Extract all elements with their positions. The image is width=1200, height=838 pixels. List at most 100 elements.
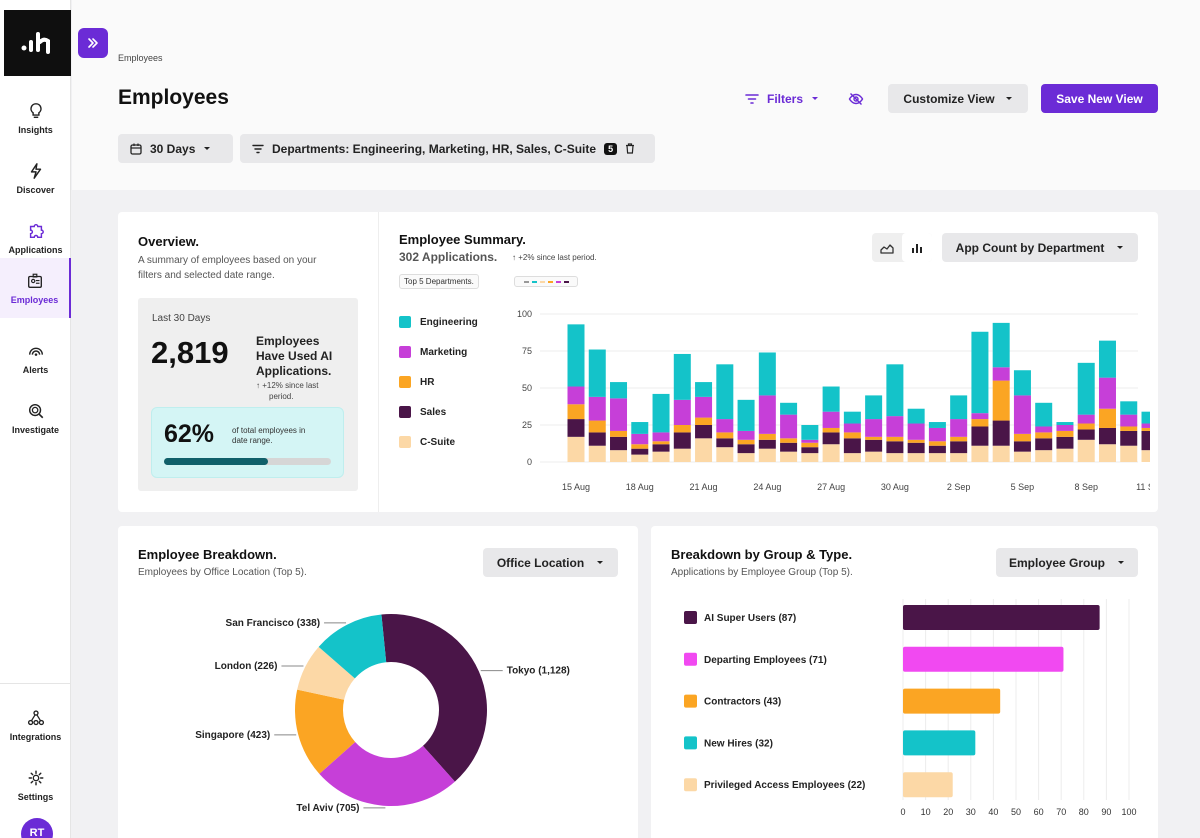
bar-segment — [886, 436, 904, 442]
bar-segment — [907, 408, 925, 424]
card-divider — [378, 212, 379, 512]
save-new-view-button[interactable]: Save New View — [1041, 84, 1158, 113]
sidebar-item-insights[interactable]: Insights — [0, 88, 71, 148]
date-range-dropdown[interactable]: 30 Days — [118, 134, 233, 163]
office-location-dropdown[interactable]: Office Location — [483, 548, 618, 577]
dot — [563, 280, 569, 283]
sidebar-item-discover[interactable]: Discover — [0, 148, 71, 208]
legend-item-marketing: Marketing — [399, 346, 467, 358]
bar-segment — [588, 432, 606, 446]
bar-segment — [992, 367, 1010, 381]
arrow-up-icon: ↑ — [256, 381, 263, 390]
customize-view-button[interactable]: Customize View — [888, 84, 1028, 113]
bar-segment — [673, 353, 691, 400]
legend-swatch — [684, 652, 697, 666]
bar-segment — [567, 386, 585, 405]
bar-label: New Hires (32) — [704, 738, 773, 749]
filter-lines-icon — [745, 94, 759, 104]
count-label-line: Have Used AI — [256, 349, 333, 363]
percent-value: 62% — [164, 420, 215, 448]
bar-segment — [716, 364, 734, 420]
area-chart-icon — [880, 243, 894, 254]
bar-segment — [1035, 402, 1053, 427]
bar-segment — [907, 423, 925, 440]
bar-segment — [758, 439, 776, 449]
sidebar-item-employees[interactable]: Employees — [0, 258, 71, 318]
departments-filter-pill[interactable]: Departments: Engineering, Marketing, HR,… — [240, 134, 655, 163]
bar-segment — [737, 453, 755, 462]
breakdown-subtitle: Employees by Office Location (Top 5). — [138, 567, 307, 578]
bar-segment — [907, 453, 925, 462]
legend-swatch — [684, 611, 697, 624]
employee-group-dropdown[interactable]: Employee Group — [996, 548, 1138, 577]
sidebar-item-alerts[interactable]: Alerts — [0, 328, 71, 388]
summary-apps: 302 Applications. — [399, 250, 498, 264]
bar-segment — [992, 445, 1010, 462]
caret-down-icon — [204, 146, 211, 150]
filters-button[interactable]: Filters — [745, 88, 819, 110]
bar-segment — [652, 393, 670, 433]
bar-segment — [992, 420, 1010, 446]
bar-segment — [1141, 423, 1150, 428]
bar-segment — [1098, 340, 1116, 378]
area-chart-toggle[interactable] — [872, 233, 902, 262]
bar-segment — [1056, 425, 1074, 431]
bar-segment — [865, 419, 883, 437]
bar — [903, 772, 953, 798]
customize-view-label: Customize View — [903, 91, 995, 106]
avatar-initials: RT — [29, 827, 45, 838]
overview-subtitle: A summary of employees based on your fil… — [138, 253, 316, 283]
bar-segment — [631, 422, 649, 434]
legend-item-sales: Sales — [399, 406, 446, 418]
count-change-line: period. — [269, 392, 294, 401]
sidebar-item-integrations[interactable]: Integrations — [0, 695, 71, 755]
bar-segment — [716, 438, 734, 448]
bar-segment — [1013, 433, 1031, 442]
caret-down-icon — [1118, 560, 1125, 564]
sidebar-item-investigate[interactable]: Investigate — [0, 388, 71, 448]
summary-metric-dropdown[interactable]: App Count by Department — [942, 233, 1138, 262]
logo[interactable] — [4, 10, 71, 76]
avatar[interactable]: RT — [21, 818, 53, 838]
bar-segment — [865, 436, 883, 440]
bar-segment — [652, 432, 670, 442]
bar-segment — [737, 439, 755, 445]
bar-segment — [801, 447, 819, 454]
bar-segment — [1077, 362, 1095, 415]
bar-segment — [716, 432, 734, 439]
bar-segment — [822, 411, 840, 428]
bar-segment — [950, 436, 968, 442]
bar-segment — [758, 448, 776, 462]
sidebar-item-settings[interactable]: Settings — [0, 755, 71, 815]
office-location-label: Office Location — [496, 555, 585, 570]
donut-chart: Tokyo (1,128) Tel Aviv (705) Singapore (42… — [195, 614, 570, 814]
bar-segment — [631, 454, 649, 462]
sidebar-item-applications[interactable]: Applications — [0, 208, 71, 268]
bar-segment — [610, 436, 628, 451]
x-tick-label: 40 — [988, 807, 998, 817]
expand-sidebar-button[interactable] — [78, 28, 108, 58]
count-label-line: Employees — [256, 334, 320, 348]
bar-segment — [737, 444, 755, 454]
bar-chart-toggle[interactable] — [902, 233, 932, 262]
bar-segment — [1141, 430, 1150, 451]
trash-icon[interactable] — [625, 143, 635, 154]
bar-segment — [695, 417, 713, 425]
bar-segment — [886, 416, 904, 437]
bar-segment — [652, 441, 670, 445]
filters-label: Filters — [767, 92, 804, 106]
legend-label: HR — [420, 376, 435, 388]
legend-label: Engineering — [420, 316, 478, 328]
bar-segment — [567, 419, 585, 437]
bar-segment — [1013, 441, 1031, 452]
bar-segment — [1035, 450, 1053, 462]
bar-segment — [737, 399, 755, 431]
bar-segment — [1120, 401, 1138, 415]
arrow-up-icon: ↑ — [512, 253, 519, 262]
bar-segment — [950, 395, 968, 420]
bar-segment — [971, 426, 989, 446]
bar-segment — [1077, 429, 1095, 440]
bar-segment — [801, 442, 819, 448]
hide-view-button[interactable] — [845, 88, 867, 110]
breadcrumb[interactable]: Employees — [118, 53, 163, 63]
